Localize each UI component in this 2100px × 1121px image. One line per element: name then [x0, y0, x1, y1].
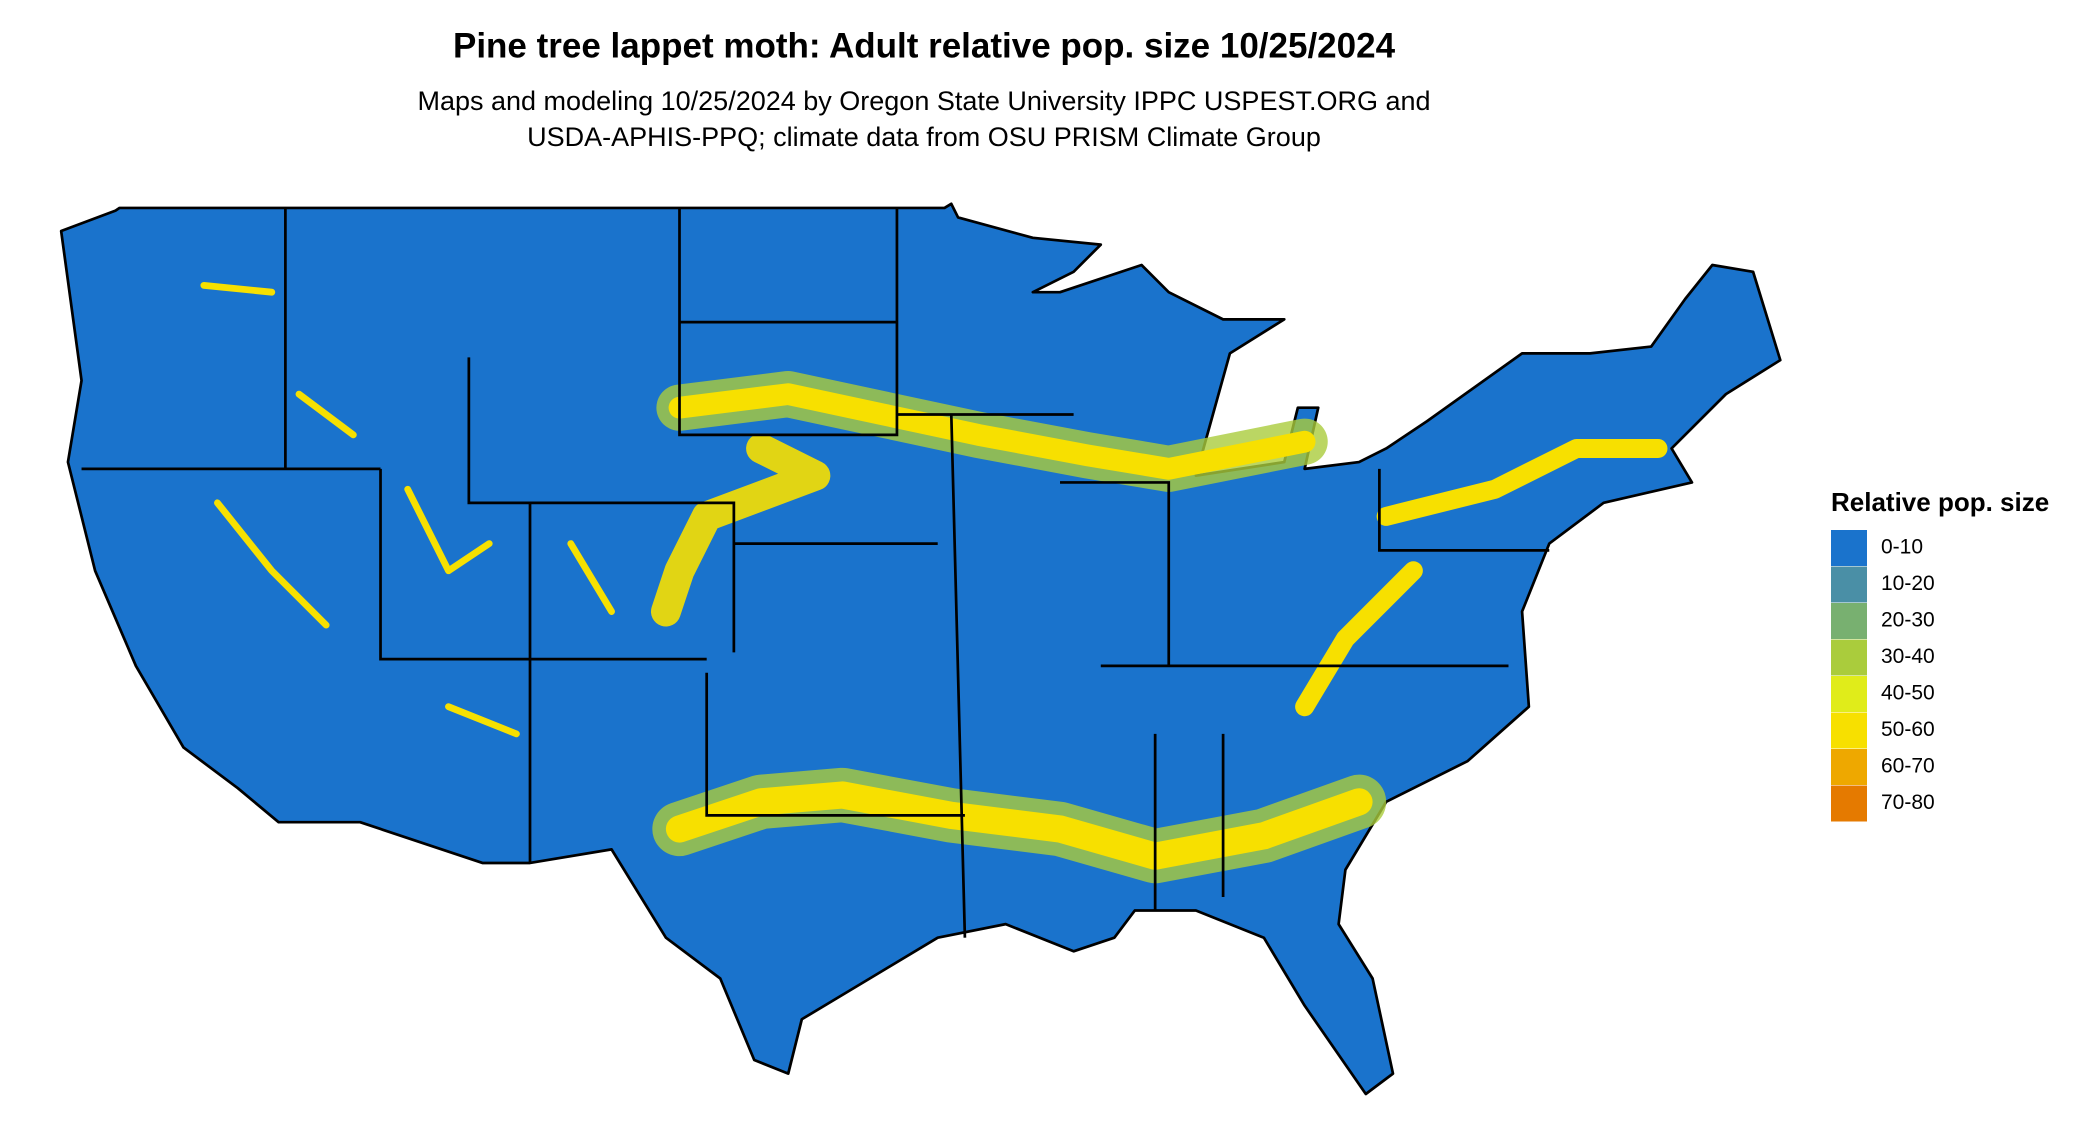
legend-swatch [1831, 749, 1867, 785]
east-band [1295, 438, 1668, 717]
legend-label: 50-60 [1881, 718, 1935, 741]
legend-swatch [1831, 566, 1867, 603]
legend-swatch [1831, 603, 1867, 639]
north-band [668, 383, 1316, 480]
legend-label: 30-40 [1881, 645, 1935, 668]
legend-label: 0-10 [1881, 536, 1923, 559]
us-outline [59, 202, 1782, 1096]
legend-swatch [1831, 712, 1867, 749]
legend-label: 20-30 [1881, 609, 1935, 632]
population-bands [200, 281, 1668, 884]
legend-label: 60-70 [1881, 755, 1935, 778]
map-title: Pine tree lappet moth: Adult relative po… [453, 26, 1396, 65]
legend-swatch [1831, 639, 1867, 676]
map-subtitle: Maps and modeling 10/25/2024 by Oregon S… [417, 86, 1430, 116]
west-patches [200, 281, 615, 738]
legend-swatch [1831, 785, 1867, 822]
state-borders [81, 207, 1550, 938]
state-border [81, 207, 1550, 938]
legend: 0-10 10-20 20-30 30-40 40-50 50-60 60-70 70-80 [1831, 530, 1935, 822]
legend-swatch [1831, 530, 1867, 566]
map-subtitle: USDA-APHIS-PPQ; climate data from OSU PR… [527, 122, 1321, 152]
legend-label: 70-80 [1881, 791, 1935, 814]
legend-title: Relative pop. size [1831, 487, 2049, 517]
us-map [59, 202, 1782, 1096]
legend-swatch [1831, 676, 1867, 712]
plains-band [650, 433, 831, 627]
legend-label: 10-20 [1881, 572, 1935, 595]
south-band [665, 781, 1373, 870]
legend-label: 40-50 [1881, 682, 1935, 705]
